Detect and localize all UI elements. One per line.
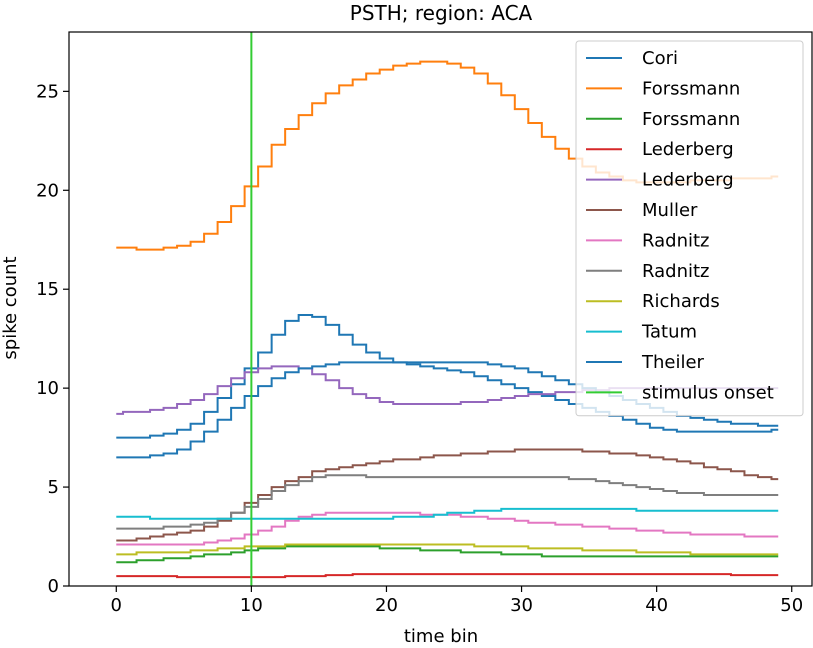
legend-label: Theiler (641, 352, 705, 373)
series-line-7 (116, 474, 779, 530)
legend-label: Forssmann (642, 78, 740, 99)
legend: Cori Forssmann Forssmann Lederberg Lederberg… (575, 40, 804, 417)
y-tick-label: 5 (48, 477, 59, 498)
series-line-5 (116, 448, 779, 542)
x-tick-label: 50 (780, 595, 803, 616)
legend-label: Lederberg (642, 170, 734, 191)
x-tick-label: 20 (375, 595, 398, 616)
series-line-6 (116, 511, 779, 546)
series-line-3 (116, 573, 779, 579)
y-axis-label: spike count (0, 256, 21, 359)
legend-label: Richards (642, 291, 720, 312)
chart-title: PSTH; region: ACA (350, 1, 533, 25)
series-line-8 (116, 543, 779, 556)
y-tick-label: 0 (48, 576, 59, 597)
x-tick-label: 40 (645, 595, 668, 616)
axes: 0 10 20 30 40 50 0 5 10 15 20 25 (36, 31, 813, 616)
legend-label: Radnitz (642, 230, 709, 251)
plot-area (116, 32, 779, 586)
y-tick-label: 25 (36, 81, 59, 102)
x-axis-label: time bin (404, 626, 478, 647)
x-tick-label: 30 (510, 595, 533, 616)
legend-label: Forssmann (642, 109, 740, 130)
series-line-9 (116, 507, 779, 520)
series-line-0 (116, 313, 779, 439)
legend-label: Tatum (641, 322, 697, 343)
y-tick-label: 20 (36, 180, 59, 201)
x-tick-label: 0 (111, 595, 122, 616)
legend-label: Lederberg (642, 139, 734, 160)
y-tick-label: 10 (36, 378, 59, 399)
axes-frame (68, 31, 813, 587)
legend-label: Muller (642, 200, 698, 221)
series-line-2 (116, 545, 779, 564)
x-tick-label: 10 (240, 595, 263, 616)
legend-label: stimulus onset (642, 382, 774, 403)
legend-box (575, 40, 804, 417)
y-tick-label: 15 (36, 279, 59, 300)
legend-label: Radnitz (642, 261, 709, 282)
legend-label: Cori (642, 48, 678, 69)
